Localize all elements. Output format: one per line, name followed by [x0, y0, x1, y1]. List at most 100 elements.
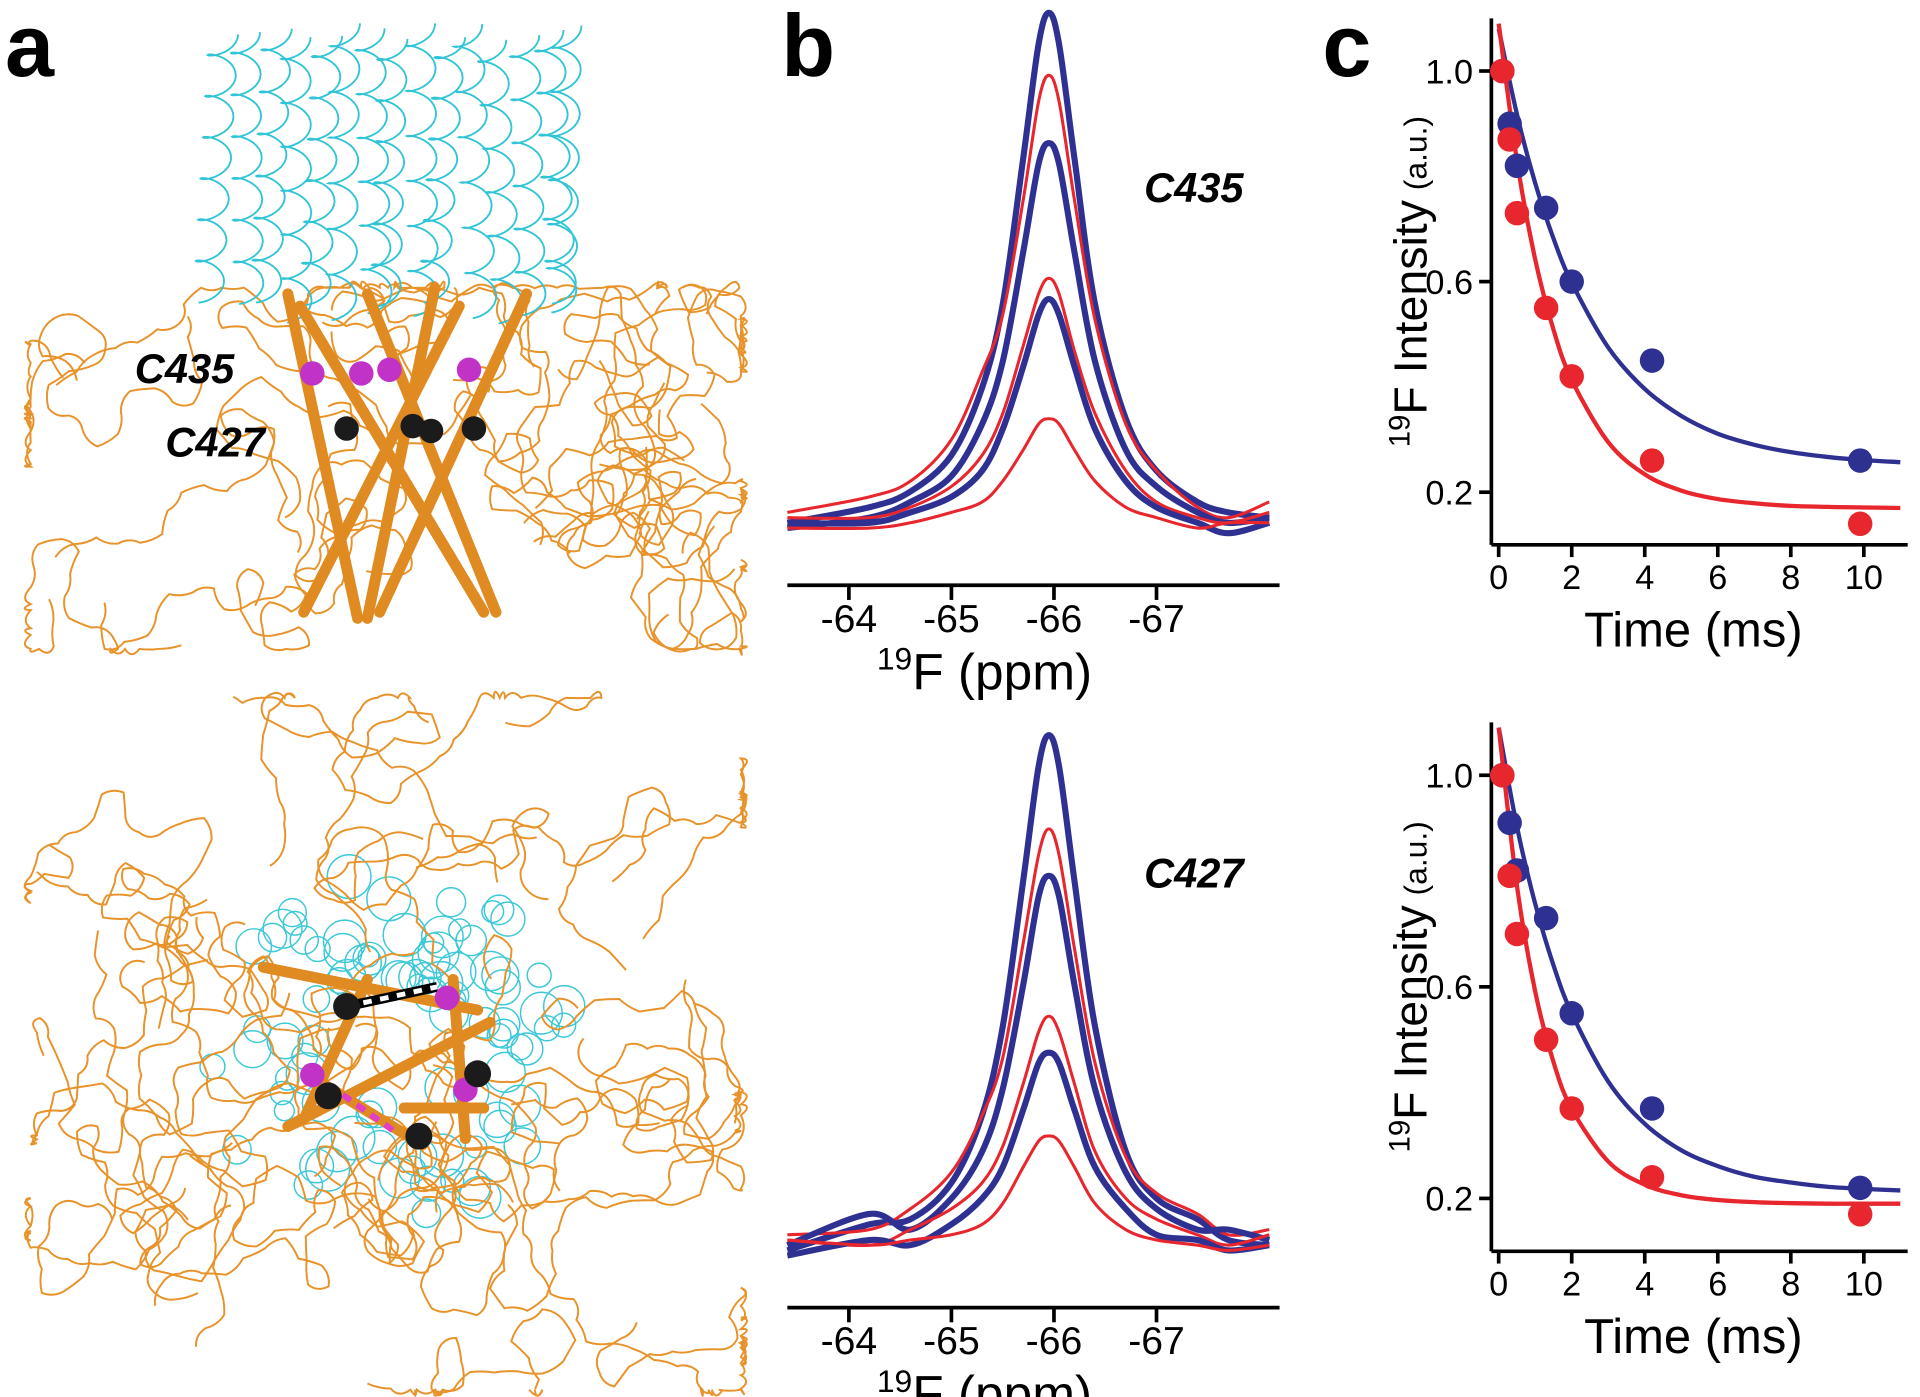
loop — [489, 1092, 742, 1312]
helix-end — [302, 985, 331, 1013]
x-tick-label: 6 — [1708, 1265, 1727, 1303]
loop — [330, 283, 657, 471]
loop — [23, 789, 213, 986]
helix — [229, 32, 265, 306]
spectrum — [787, 296, 1271, 537]
data-point — [1497, 810, 1522, 836]
loop — [30, 958, 210, 1170]
x-tick-label: 8 — [1781, 559, 1800, 597]
fit-curve — [1496, 727, 1901, 1206]
loop — [23, 339, 86, 468]
spectrum — [787, 827, 1270, 1237]
y-axis-label-superscript: 19 — [1383, 415, 1416, 448]
helix — [476, 39, 524, 325]
loop — [647, 531, 748, 656]
loop — [119, 992, 291, 1235]
helix-end — [323, 932, 363, 972]
data-point — [1497, 863, 1522, 889]
spectrum — [787, 276, 1270, 525]
x-tick-label: -66 — [1026, 1320, 1083, 1363]
helix-end — [266, 1022, 304, 1060]
helix — [370, 38, 409, 308]
spectrum — [787, 1134, 1270, 1252]
loop — [582, 283, 716, 569]
sphere — [405, 1122, 433, 1150]
y-tick-label: 1.0 — [1425, 53, 1473, 91]
x-tick-label: -64 — [821, 598, 878, 641]
data-point — [1559, 1001, 1584, 1026]
sphere — [434, 985, 460, 1011]
loop — [215, 325, 415, 519]
x-tick-label: -66 — [1026, 598, 1083, 641]
data-point — [1559, 1096, 1584, 1121]
sphere — [300, 1062, 325, 1088]
y-axis-label-text: F Intensity — [1384, 905, 1436, 1120]
y-tick-label: 0.6 — [1425, 264, 1473, 302]
loop — [516, 356, 660, 553]
helix-end — [277, 897, 308, 928]
helix — [300, 35, 344, 306]
loop — [37, 313, 204, 448]
helix — [403, 23, 440, 318]
x-tick-label: -65 — [923, 1320, 980, 1363]
helix — [250, 28, 293, 304]
loop — [37, 1121, 337, 1296]
sphere — [400, 413, 425, 439]
helix-end — [448, 918, 472, 942]
data-point — [1559, 269, 1584, 294]
helix-end — [299, 1148, 335, 1184]
helix-end — [322, 919, 367, 964]
loop — [428, 1027, 640, 1145]
helix — [544, 25, 583, 314]
data-point — [1847, 448, 1873, 473]
helix-end — [330, 1115, 376, 1161]
fit-curve — [1496, 23, 1901, 511]
x-tick-label: 10 — [1845, 559, 1883, 597]
loop — [412, 1133, 514, 1317]
loop — [76, 1124, 232, 1301]
data-point — [1533, 295, 1559, 321]
spectrum — [786, 872, 1271, 1249]
y-axis-label-unit: (a.u.) — [1397, 116, 1433, 190]
loop — [317, 823, 499, 1025]
loop — [563, 313, 695, 464]
loop — [593, 360, 699, 653]
loop — [195, 954, 400, 1347]
sphere — [418, 418, 444, 444]
helix-end — [233, 1029, 272, 1069]
y-axis-label-text: F Intensity — [1384, 199, 1436, 414]
helix — [194, 34, 240, 304]
spectrum — [787, 73, 1270, 520]
helix-end — [289, 925, 320, 955]
helix-end — [526, 962, 552, 988]
data-point — [1533, 905, 1559, 931]
helix — [324, 23, 361, 322]
helix — [451, 24, 498, 320]
loop — [32, 1017, 233, 1230]
rod — [282, 288, 364, 624]
helix-end — [478, 1101, 516, 1139]
loop — [354, 1121, 724, 1397]
spectrum — [786, 139, 1270, 532]
helix-end — [519, 991, 563, 1035]
rod — [374, 288, 533, 618]
loop — [260, 691, 537, 867]
helix-end — [484, 969, 521, 1006]
loop — [577, 1037, 715, 1164]
helix-end — [490, 901, 526, 937]
loop — [644, 446, 748, 623]
helix — [419, 37, 467, 304]
loop — [534, 288, 747, 509]
helix-end — [382, 912, 427, 958]
loop — [331, 690, 603, 805]
sphere — [314, 1082, 342, 1110]
loop — [405, 934, 561, 1214]
spectrum — [786, 9, 1270, 526]
sphere — [349, 361, 374, 386]
helix-end — [257, 922, 288, 953]
x-tick-label: -67 — [1128, 1320, 1185, 1363]
data-point — [1639, 448, 1665, 473]
sphere — [333, 992, 361, 1020]
helix — [278, 36, 313, 324]
